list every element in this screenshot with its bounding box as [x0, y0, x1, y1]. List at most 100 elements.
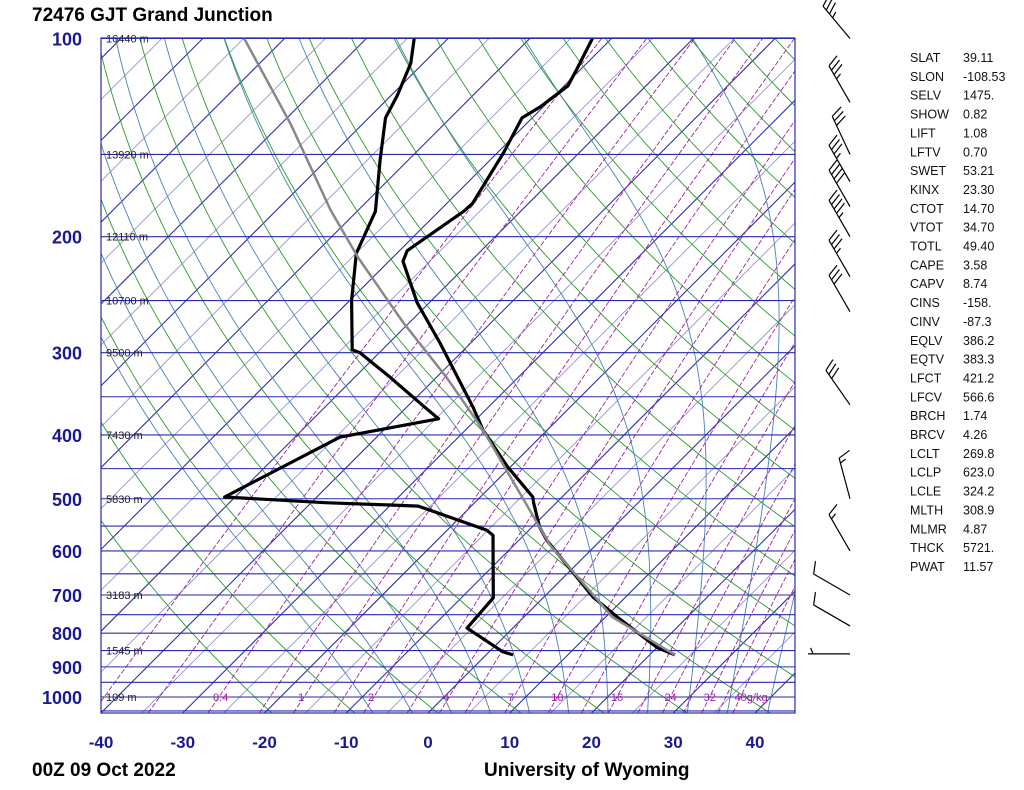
isotherm-line — [141, 58, 795, 713]
wind-barb — [828, 55, 851, 103]
height-label: 5830 m — [106, 494, 143, 506]
grid-labels: 16440 m 13920 m 12110 m 10700 m 9500 m 7430 m… — [106, 33, 768, 704]
isotherm-line — [101, 38, 368, 305]
index-label: BRCV — [910, 428, 945, 442]
isotherm-line — [182, 99, 795, 713]
index-label: PWAT — [910, 560, 945, 574]
barb-staff — [828, 145, 851, 182]
barb-feather — [833, 111, 844, 122]
wind-barb — [828, 134, 851, 182]
chart-title: 72476 GJT Grand Junction — [32, 5, 273, 26]
index-value: 5721. — [963, 541, 994, 555]
barb-staff — [838, 458, 851, 499]
barb-feather — [833, 64, 843, 75]
dry-adiabat-line — [181, 38, 771, 713]
index-value: 53.21 — [963, 164, 994, 178]
barb-staff — [828, 169, 851, 207]
mixing-ratio-label: 1 — [298, 692, 304, 704]
barb-feather — [828, 504, 838, 515]
dry-adiabat-line — [351, 38, 795, 528]
mixing-ratio-line — [637, 424, 795, 713]
barb-feather — [836, 172, 845, 184]
wind-barb — [828, 159, 851, 207]
index-label: CINV — [910, 315, 941, 329]
index-label: TOTL — [910, 240, 942, 254]
index-value: -87.3 — [963, 315, 992, 329]
index-value: -108.53 — [963, 70, 1005, 84]
wind-barb — [828, 229, 851, 277]
index-value: 8.74 — [963, 277, 987, 291]
mixing-ratio-line — [101, 38, 603, 703]
height-label: 10700 m — [106, 296, 149, 308]
moist-adiabat-line — [523, 38, 707, 713]
barb-staff — [813, 573, 851, 596]
barb-feather — [828, 189, 838, 201]
isotherm-line — [550, 467, 795, 713]
isotherm-line — [101, 38, 449, 387]
mixing-ratio-line — [333, 38, 795, 713]
index-label: SWET — [910, 164, 946, 178]
dry-adiabat-line — [101, 421, 355, 713]
pressure-tick-label: 200 — [52, 228, 82, 248]
temperature-tick-label: -30 — [170, 733, 195, 752]
pressure-tick-label: 400 — [52, 426, 82, 446]
barb-feather — [831, 194, 840, 206]
temperature-tick-label: 20 — [582, 733, 601, 752]
moist-adiabat-line — [101, 336, 374, 713]
pressure-tick-label: 500 — [52, 490, 82, 510]
mixing-ratio-line — [406, 119, 795, 713]
pressure-tick-label: 800 — [52, 624, 82, 644]
mixing-ratio-label: 7 — [508, 692, 514, 704]
index-value: 308.9 — [963, 503, 994, 517]
isotherm-line — [0, 38, 40, 713]
isotherm-line — [305, 222, 795, 713]
sounding-traces — [223, 38, 676, 657]
barb-feather — [836, 202, 845, 214]
index-value: 23.30 — [963, 183, 994, 197]
mixing-ratio-line — [439, 157, 795, 713]
index-value: 324.2 — [963, 485, 994, 499]
wind-barb — [828, 264, 851, 313]
dry-adiabat-line — [860, 39, 1024, 714]
height-label: 9500 m — [106, 348, 143, 360]
barb-feather — [828, 55, 838, 67]
pressure-tick-label: 900 — [52, 658, 82, 678]
index-value: 39.11 — [963, 51, 993, 65]
isotherm-line — [101, 38, 572, 510]
moist-adiabat-line — [101, 251, 413, 713]
moist-adiabat-line — [223, 38, 570, 713]
mixing-ratio-line — [607, 380, 795, 713]
mixing-ratio-line — [547, 295, 795, 713]
barb-feather — [833, 238, 843, 250]
stability-indices: SLAT 39.11 SLON -108.53 SELV 1475. SHOW 0.82 LIF… — [910, 51, 1005, 574]
index-value: 623.0 — [963, 466, 994, 480]
barb-feather — [828, 264, 838, 276]
mixing-ratio-label: 32 — [704, 692, 716, 704]
barb-feather — [831, 234, 840, 246]
isotherm-line — [591, 508, 795, 713]
wind-barb — [828, 189, 851, 238]
isotherm-line — [223, 140, 795, 713]
index-label: BRCH — [910, 409, 945, 423]
isotherm-line — [101, 38, 245, 182]
barb-feather — [831, 139, 840, 151]
temperature-tick-label: -40 — [89, 733, 114, 752]
mixing-ratio-label: 2 — [368, 692, 374, 704]
barb-feather — [831, 367, 840, 379]
wind-barb — [808, 647, 850, 655]
wind-barb — [828, 504, 851, 552]
temperature-trace — [401, 38, 676, 657]
temperature-tick-label: 40 — [746, 733, 765, 752]
pressure-tick-label: 100 — [52, 29, 82, 49]
index-value: 1.74 — [963, 409, 987, 423]
temperature-tick-label: 0 — [423, 733, 432, 752]
temperature-tick-label: -10 — [334, 733, 359, 752]
temperature-tick-label: 10 — [500, 733, 519, 752]
mixing-ratio-label: 4 — [443, 692, 449, 704]
dewpoint-trace — [223, 38, 514, 657]
isotherm-line — [101, 38, 654, 591]
index-value: 1.08 — [963, 126, 987, 140]
index-value: 14.70 — [963, 202, 994, 216]
barb-staff — [822, 5, 851, 39]
index-value: 49.40 — [963, 240, 994, 254]
